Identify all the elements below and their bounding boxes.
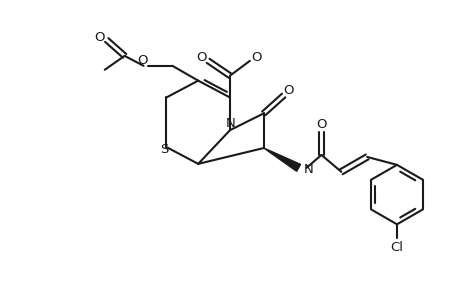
Polygon shape bbox=[263, 148, 300, 171]
Text: O: O bbox=[196, 51, 206, 64]
Text: O: O bbox=[137, 54, 147, 67]
Text: O: O bbox=[315, 118, 326, 131]
Text: Cl: Cl bbox=[390, 241, 403, 254]
Text: N: N bbox=[303, 163, 313, 176]
Text: S: S bbox=[160, 142, 168, 155]
Text: O: O bbox=[251, 51, 262, 64]
Text: N: N bbox=[226, 117, 235, 130]
Text: O: O bbox=[283, 84, 293, 97]
Text: O: O bbox=[95, 31, 105, 44]
